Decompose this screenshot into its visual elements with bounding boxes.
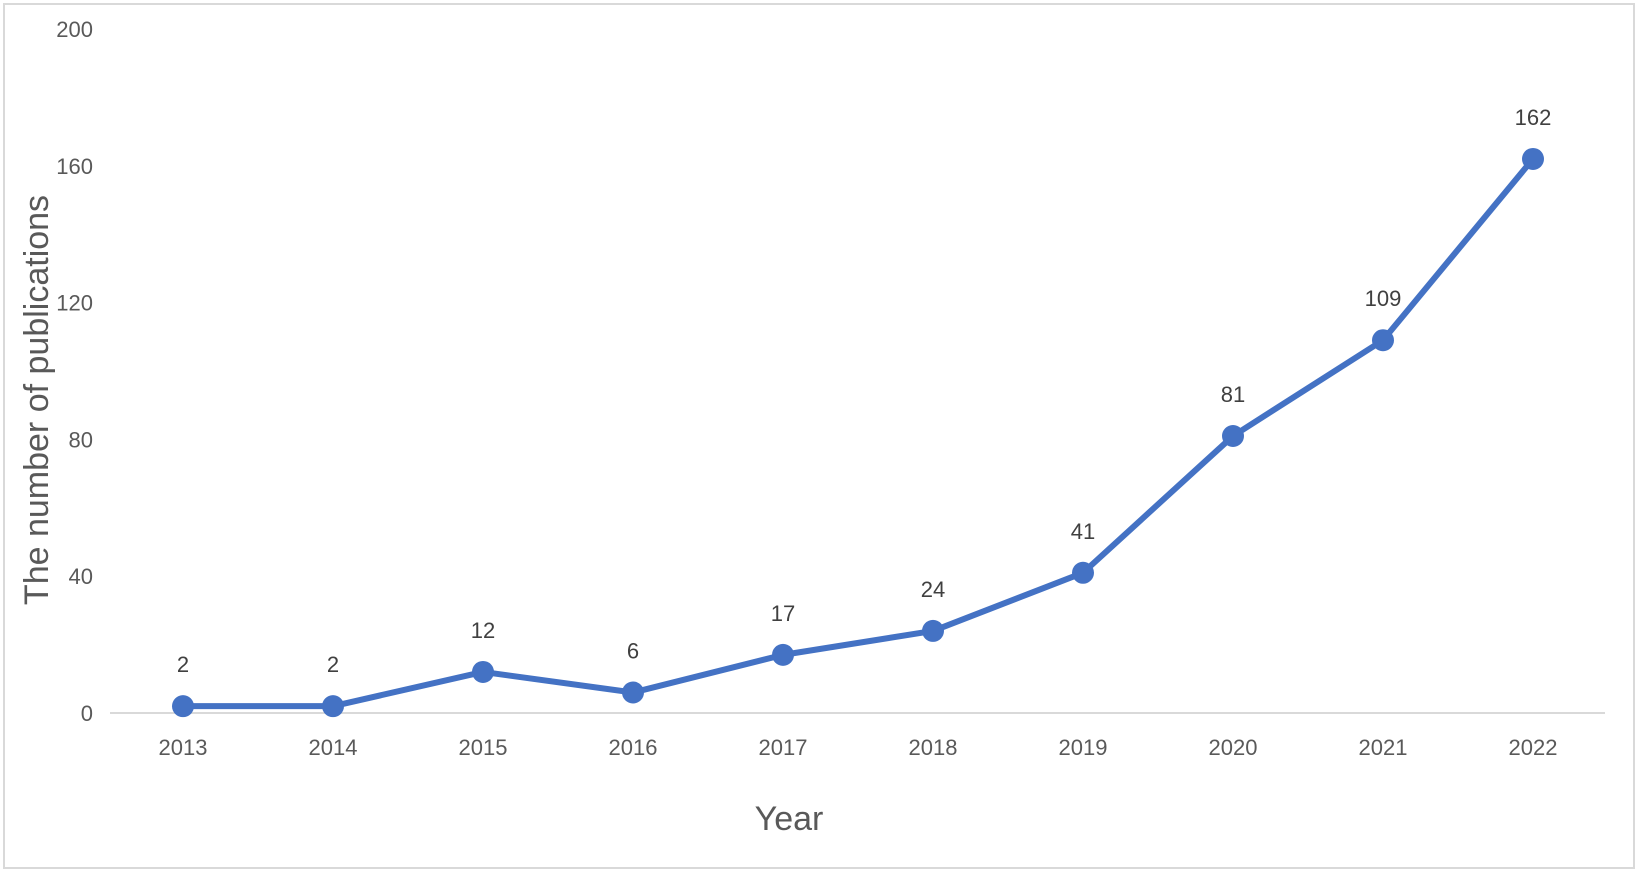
x-tick-label: 2014 bbox=[309, 735, 358, 760]
data-point bbox=[172, 695, 194, 718]
x-tick-label: 2017 bbox=[759, 735, 808, 760]
y-axis-title: The number of publications bbox=[18, 195, 56, 605]
x-tick-label: 2013 bbox=[159, 735, 208, 760]
data-label: 17 bbox=[771, 601, 795, 626]
data-point bbox=[772, 643, 794, 666]
x-tick-label: 2018 bbox=[909, 735, 958, 760]
data-label: 2 bbox=[327, 652, 339, 677]
data-point bbox=[322, 695, 344, 718]
x-tick-label: 2021 bbox=[1359, 735, 1408, 760]
data-point bbox=[1522, 147, 1544, 170]
x-axis-title: Year bbox=[755, 800, 824, 838]
y-tick-label: 80 bbox=[69, 427, 93, 452]
data-point bbox=[1372, 329, 1394, 352]
data-labels: 2 2 12 6 17 24 41 81 109 162 bbox=[177, 105, 1551, 677]
chart-frame bbox=[3, 3, 1635, 869]
data-point bbox=[622, 681, 644, 704]
data-point bbox=[922, 619, 944, 642]
x-tick-label: 2019 bbox=[1059, 735, 1108, 760]
x-tick-label: 2022 bbox=[1509, 735, 1558, 760]
data-label: 24 bbox=[921, 577, 945, 602]
data-point bbox=[472, 660, 494, 683]
y-axis-ticks: 0 40 80 120 160 200 bbox=[56, 17, 93, 726]
data-label: 109 bbox=[1365, 286, 1402, 311]
data-point bbox=[1222, 424, 1244, 447]
data-label: 81 bbox=[1221, 382, 1245, 407]
data-point bbox=[1072, 561, 1094, 584]
x-axis-ticks: 2013 2014 2015 2016 2017 2018 2019 2020 2021 2022 bbox=[159, 735, 1558, 760]
series-points bbox=[172, 147, 1544, 718]
y-tick-label: 160 bbox=[56, 154, 93, 179]
y-tick-label: 120 bbox=[56, 291, 93, 316]
series-line bbox=[180, 155, 1536, 710]
y-tick-label: 200 bbox=[56, 17, 93, 42]
data-label: 41 bbox=[1071, 519, 1095, 544]
y-tick-label: 0 bbox=[81, 701, 93, 726]
data-label: 2 bbox=[177, 652, 189, 677]
data-label: 6 bbox=[627, 638, 639, 663]
y-tick-label: 40 bbox=[69, 564, 93, 589]
data-label: 162 bbox=[1515, 105, 1552, 130]
x-tick-label: 2015 bbox=[459, 735, 508, 760]
x-tick-label: 2016 bbox=[609, 735, 658, 760]
data-label: 12 bbox=[471, 618, 495, 643]
x-tick-label: 2020 bbox=[1209, 735, 1258, 760]
